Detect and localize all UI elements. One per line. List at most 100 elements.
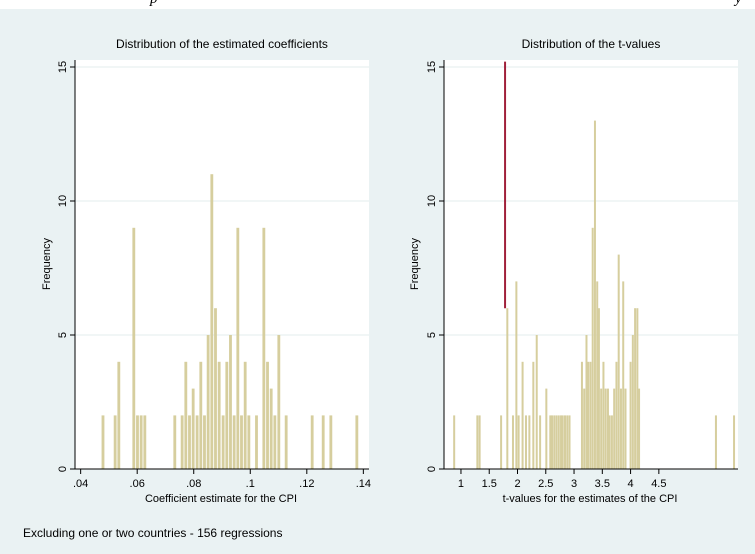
left-x-tick-label: .08: [186, 478, 201, 490]
right-histogram-bar: [619, 388, 622, 469]
left-chart-title: Distribution of the estimated coefficien…: [116, 37, 328, 51]
left-gridlines: [75, 66, 369, 336]
right-histogram-bar: [591, 227, 594, 469]
left-y-tick-label: 5: [57, 332, 69, 338]
right-histogram-bar: [589, 361, 592, 469]
right-histogram-bar: [476, 415, 479, 469]
left-histogram-bar: [329, 415, 333, 469]
right-histogram-bar: [622, 281, 625, 469]
left-histogram-bar: [117, 361, 121, 469]
left-histogram-bar: [188, 415, 191, 469]
left-histogram-bar: [266, 361, 269, 469]
right-histogram-bar: [733, 415, 736, 469]
right-histogram-bar: [566, 415, 569, 469]
right-histogram-bar: [613, 388, 616, 469]
left-histogram-bar: [221, 415, 225, 469]
right-histogram-bar: [560, 415, 563, 469]
right-x-tick-label: 4: [628, 478, 634, 490]
left-histogram-bar: [180, 415, 184, 469]
top-caption-fragment-right: y: [735, 0, 742, 8]
right-histogram-bar: [539, 415, 542, 469]
right-y-tick-label: 0: [426, 466, 438, 472]
left-histogram-bar: [195, 415, 199, 469]
left-histogram-bar: [269, 388, 273, 469]
right-histogram-bar: [638, 388, 641, 469]
right-histogram-bar: [515, 281, 518, 469]
right-bars: [453, 120, 736, 469]
right-histogram-bar: [593, 120, 596, 469]
right-x-tick-label: 1: [458, 478, 464, 490]
right-y-ticks: 0 5 10 15: [426, 61, 444, 472]
right-histogram-bar: [561, 415, 564, 469]
right-x-tick-label: 2: [514, 478, 520, 490]
right-histogram-bar: [549, 415, 552, 469]
right-histogram-bar: [524, 415, 527, 469]
left-x-tick-label: .14: [356, 478, 371, 490]
right-histogram-bar: [602, 361, 605, 469]
right-chart-title: Distribution of the t-values: [522, 37, 661, 51]
right-histogram-bar: [587, 361, 590, 469]
left-histogram-bar: [139, 415, 143, 469]
left-histogram-bar: [173, 415, 177, 469]
left-histogram-bar: [113, 415, 117, 469]
left-histogram-bar: [262, 227, 266, 469]
right-histogram-bar: [535, 335, 538, 469]
right-histogram-bar: [631, 335, 634, 469]
left-histogram-bar: [255, 415, 258, 469]
right-histogram-bar: [629, 361, 632, 469]
left-x-tick-label: .1: [246, 478, 255, 490]
right-y-tick-label: 15: [426, 61, 438, 73]
right-histogram-bar: [597, 308, 600, 469]
left-y-ticks: 0 5 10 15: [57, 61, 75, 472]
left-histogram-bar: [243, 361, 247, 469]
right-gridlines: [444, 66, 738, 336]
right-histogram-bar: [550, 415, 553, 469]
right-y-tick-label: 10: [426, 195, 438, 207]
right-histogram-bar: [532, 361, 535, 469]
left-histogram-bar: [310, 415, 314, 469]
right-y-tick-label: 5: [426, 332, 438, 338]
right-histogram-bar: [714, 415, 717, 469]
right-histogram-bar: [585, 335, 588, 469]
right-histogram-bar: [545, 388, 548, 469]
left-histogram-bar: [355, 415, 359, 469]
left-histogram-bar: [232, 415, 236, 469]
right-x-ticks: 1 1.5 2 2.5 3 3.5 4 4.5: [458, 469, 666, 490]
right-histogram-bar: [557, 415, 560, 469]
right-histogram-bar: [555, 415, 558, 469]
right-histogram-bar: [521, 361, 524, 469]
right-histogram-bar: [553, 415, 556, 469]
left-histogram-bar: [277, 335, 281, 469]
left-histogram-bar: [214, 308, 217, 469]
right-histogram-bar: [478, 415, 481, 469]
left-x-tick-label: .04: [73, 478, 88, 490]
right-x-tick-label: 4.5: [651, 478, 666, 490]
right-histogram-bar: [506, 308, 509, 469]
right-x-tick-label: 2.5: [538, 478, 553, 490]
right-histogram-bar: [563, 415, 566, 469]
right-histogram-bar: [624, 388, 627, 469]
left-x-tick-label: .06: [130, 478, 145, 490]
right-histogram-bar: [517, 415, 520, 469]
right-histogram-bar: [580, 361, 583, 469]
left-histogram-bar: [132, 227, 136, 469]
left-histogram-bar: [247, 415, 251, 469]
right-histogram-bar: [528, 415, 531, 469]
left-histogram-bar: [206, 335, 210, 469]
left-bars: [101, 174, 359, 469]
right-histogram-bar: [500, 415, 503, 469]
right-histogram-bar: [600, 388, 603, 469]
left-x-axis-label: Coefficient estimate for the CPI: [145, 493, 297, 505]
right-histogram-bar: [568, 415, 571, 469]
right-histogram-bar: [453, 415, 456, 469]
left-histogram-bar: [203, 415, 206, 469]
right-x-tick-label: 3.5: [595, 478, 610, 490]
right-histogram-bar: [606, 388, 609, 469]
right-histogram-bar: [608, 415, 611, 469]
right-histogram-bar: [596, 281, 599, 469]
right-histogram-bar: [636, 308, 639, 469]
left-histogram-bar: [184, 361, 188, 469]
right-histogram-bar: [617, 254, 620, 469]
right-histogram-bar: [610, 415, 613, 469]
